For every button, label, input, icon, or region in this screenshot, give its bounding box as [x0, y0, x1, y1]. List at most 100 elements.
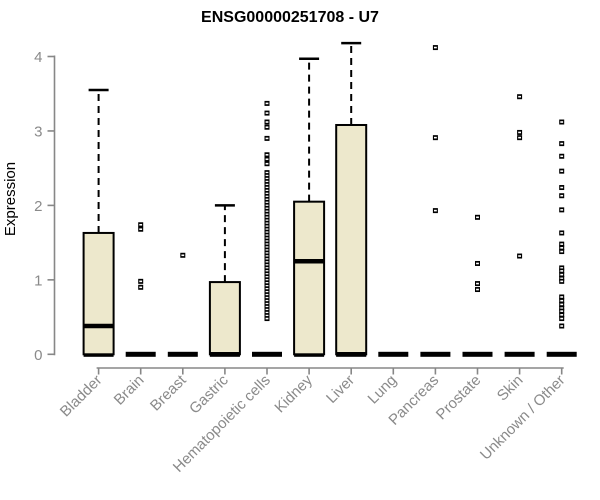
zero-bar [504, 351, 535, 357]
box-liver [335, 41, 368, 357]
outlier-point [559, 272, 565, 278]
outlier-point [559, 265, 565, 271]
zero-bar [252, 351, 282, 357]
outlier-point [264, 238, 270, 244]
outlier-point [432, 45, 438, 51]
zero-bar [167, 351, 198, 357]
outlier-point [264, 152, 270, 158]
outlier-point [559, 278, 565, 284]
y-tick-label: 1 [34, 272, 42, 289]
x-tick-label-lung: Lung [365, 372, 401, 408]
outlier-point [475, 287, 480, 293]
outlier-point [264, 208, 270, 214]
outlier-point [264, 135, 270, 141]
outlier-point [264, 304, 270, 310]
outlier-point [264, 196, 270, 202]
plot-area: 0 1 2 3 4 Bladder Brain BreastGastricHematopoie… [34, 41, 577, 476]
outlier-point [264, 316, 270, 322]
outlier-point [559, 193, 565, 199]
x-tick-label-liver: Liver [323, 372, 358, 407]
outlier-point [432, 135, 438, 141]
outlier-point [264, 100, 270, 106]
x-tick-label-brain: Brain [111, 372, 148, 409]
y-tick-label: 2 [34, 198, 42, 215]
outlier-point [559, 153, 565, 159]
outlier-point [264, 280, 270, 286]
outlier-point [559, 294, 565, 300]
outlier-point [264, 268, 270, 274]
outlier-point [559, 141, 565, 147]
x-tick-label-bladder: Bladder [57, 372, 106, 421]
outlier-point [559, 241, 565, 247]
outlier-point [264, 179, 270, 185]
outlier-point [264, 298, 270, 304]
outlier-point [264, 286, 270, 292]
outlier-point [264, 259, 270, 265]
outlier-point [264, 295, 270, 301]
outlier-point [264, 265, 270, 271]
iqr-box [335, 123, 368, 356]
outlier-point [559, 119, 565, 125]
outlier-point [559, 308, 565, 314]
outlier-point [264, 262, 270, 268]
outlier-point [264, 176, 270, 182]
y-axis-title: Expression [2, 162, 19, 236]
outlier-point [264, 307, 270, 313]
outlier-point [138, 222, 144, 228]
outlier-point [559, 316, 565, 322]
outlier-point [138, 284, 144, 290]
outlier-point [264, 170, 270, 176]
outlier-point [264, 185, 270, 191]
outlier-point [517, 253, 523, 259]
outlier-point [559, 301, 565, 307]
chart-title: ENSG00000251708 - U7 [201, 9, 379, 26]
outlier-point [517, 129, 523, 135]
outlier-point [264, 110, 270, 116]
outlier-point [264, 193, 270, 199]
outlier-point [432, 208, 438, 214]
box-brain [125, 222, 156, 357]
outlier-point [559, 245, 565, 251]
outlier-point [264, 256, 270, 262]
outlier-point [559, 207, 565, 213]
box-breast [167, 252, 198, 357]
outlier-point [264, 283, 270, 289]
outlier-point [264, 161, 270, 167]
outlier-point [264, 247, 270, 253]
outlier-point [559, 323, 565, 329]
y-tick-label: 4 [34, 49, 42, 66]
outlier-point [264, 202, 270, 208]
outlier-point [264, 313, 270, 319]
outlier-point [475, 281, 480, 287]
outlier-point [517, 94, 523, 100]
outlier-point [264, 211, 270, 217]
outlier-point [559, 168, 565, 174]
outlier-point [264, 274, 270, 280]
outlier-point [264, 119, 270, 125]
x-tick-label-kidney: Kidney [271, 371, 316, 416]
outlier-point [559, 312, 565, 318]
outlier-point [264, 289, 270, 295]
outlier-point [264, 232, 270, 238]
outlier-point [559, 275, 565, 281]
box-hematopoietic-cells [252, 100, 282, 357]
outlier-point [264, 226, 270, 232]
outlier-point [264, 277, 270, 283]
zero-bar [546, 351, 577, 357]
x-tick-label-skin: Skin [494, 372, 527, 405]
outlier-point [559, 268, 565, 274]
box-pancreas [420, 45, 451, 357]
outlier-point [264, 217, 270, 223]
box-bladder [82, 88, 115, 357]
outlier-point [264, 205, 270, 211]
outlier-point [264, 188, 270, 194]
outlier-point [180, 252, 186, 258]
outlier-point [264, 250, 270, 256]
outlier-point [559, 230, 565, 236]
zero-bar [462, 351, 493, 357]
outlier-point [264, 124, 270, 130]
outlier-point [138, 278, 144, 284]
y-tick-label: 3 [34, 123, 42, 140]
